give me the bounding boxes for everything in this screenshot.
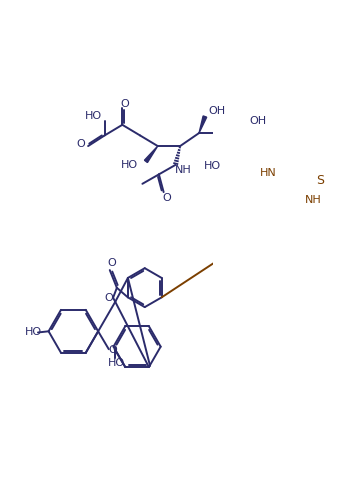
Text: HO: HO	[84, 111, 102, 121]
Polygon shape	[227, 146, 239, 163]
Text: O: O	[104, 293, 113, 303]
Text: S: S	[316, 174, 325, 187]
Text: NH: NH	[175, 165, 192, 175]
Text: O: O	[120, 98, 129, 109]
Text: OH: OH	[208, 106, 226, 115]
Text: O: O	[108, 258, 116, 268]
Polygon shape	[144, 146, 158, 163]
Text: HO: HO	[25, 327, 42, 337]
Text: O: O	[77, 139, 86, 149]
Text: HO: HO	[204, 161, 222, 171]
Text: O: O	[108, 345, 117, 356]
Polygon shape	[199, 116, 207, 133]
Text: HN: HN	[260, 168, 276, 178]
Text: HO: HO	[121, 160, 138, 170]
Text: NH: NH	[305, 195, 321, 206]
Text: OH: OH	[250, 116, 267, 126]
Text: O: O	[163, 193, 171, 203]
Text: HO: HO	[108, 358, 125, 368]
